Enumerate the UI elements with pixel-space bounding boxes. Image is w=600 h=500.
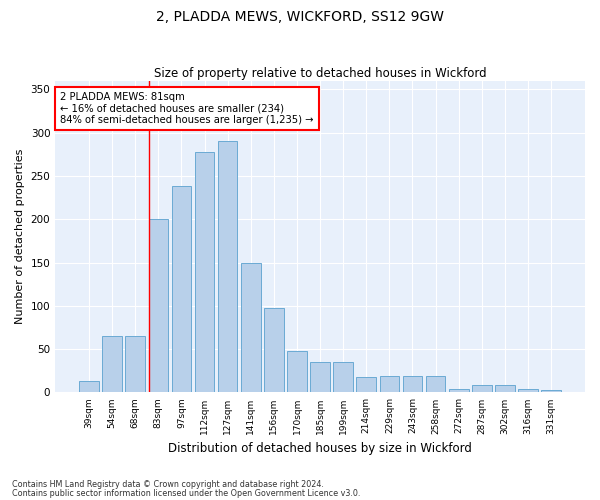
Bar	[449, 389, 469, 392]
Bar	[541, 390, 561, 392]
Bar	[125, 336, 145, 392]
Bar	[149, 219, 168, 392]
Bar	[103, 336, 122, 392]
Bar	[218, 142, 238, 392]
Text: 2, PLADDA MEWS, WICKFORD, SS12 9GW: 2, PLADDA MEWS, WICKFORD, SS12 9GW	[156, 10, 444, 24]
Bar	[264, 308, 284, 392]
Bar	[79, 381, 99, 392]
Bar	[310, 362, 330, 392]
Text: Contains public sector information licensed under the Open Government Licence v3: Contains public sector information licen…	[12, 488, 361, 498]
Bar	[195, 152, 214, 392]
Bar	[403, 376, 422, 392]
Bar	[380, 376, 399, 392]
Text: 2 PLADDA MEWS: 81sqm
← 16% of detached houses are smaller (234)
84% of semi-deta: 2 PLADDA MEWS: 81sqm ← 16% of detached h…	[61, 92, 314, 125]
Bar	[426, 376, 445, 392]
Title: Size of property relative to detached houses in Wickford: Size of property relative to detached ho…	[154, 66, 487, 80]
Y-axis label: Number of detached properties: Number of detached properties	[15, 149, 25, 324]
Bar	[356, 377, 376, 392]
Bar	[334, 362, 353, 392]
Bar	[172, 186, 191, 392]
Bar	[495, 384, 515, 392]
Bar	[518, 389, 538, 392]
Text: Contains HM Land Registry data © Crown copyright and database right 2024.: Contains HM Land Registry data © Crown c…	[12, 480, 324, 489]
Bar	[472, 384, 491, 392]
Bar	[241, 262, 260, 392]
Bar	[287, 351, 307, 393]
X-axis label: Distribution of detached houses by size in Wickford: Distribution of detached houses by size …	[168, 442, 472, 455]
